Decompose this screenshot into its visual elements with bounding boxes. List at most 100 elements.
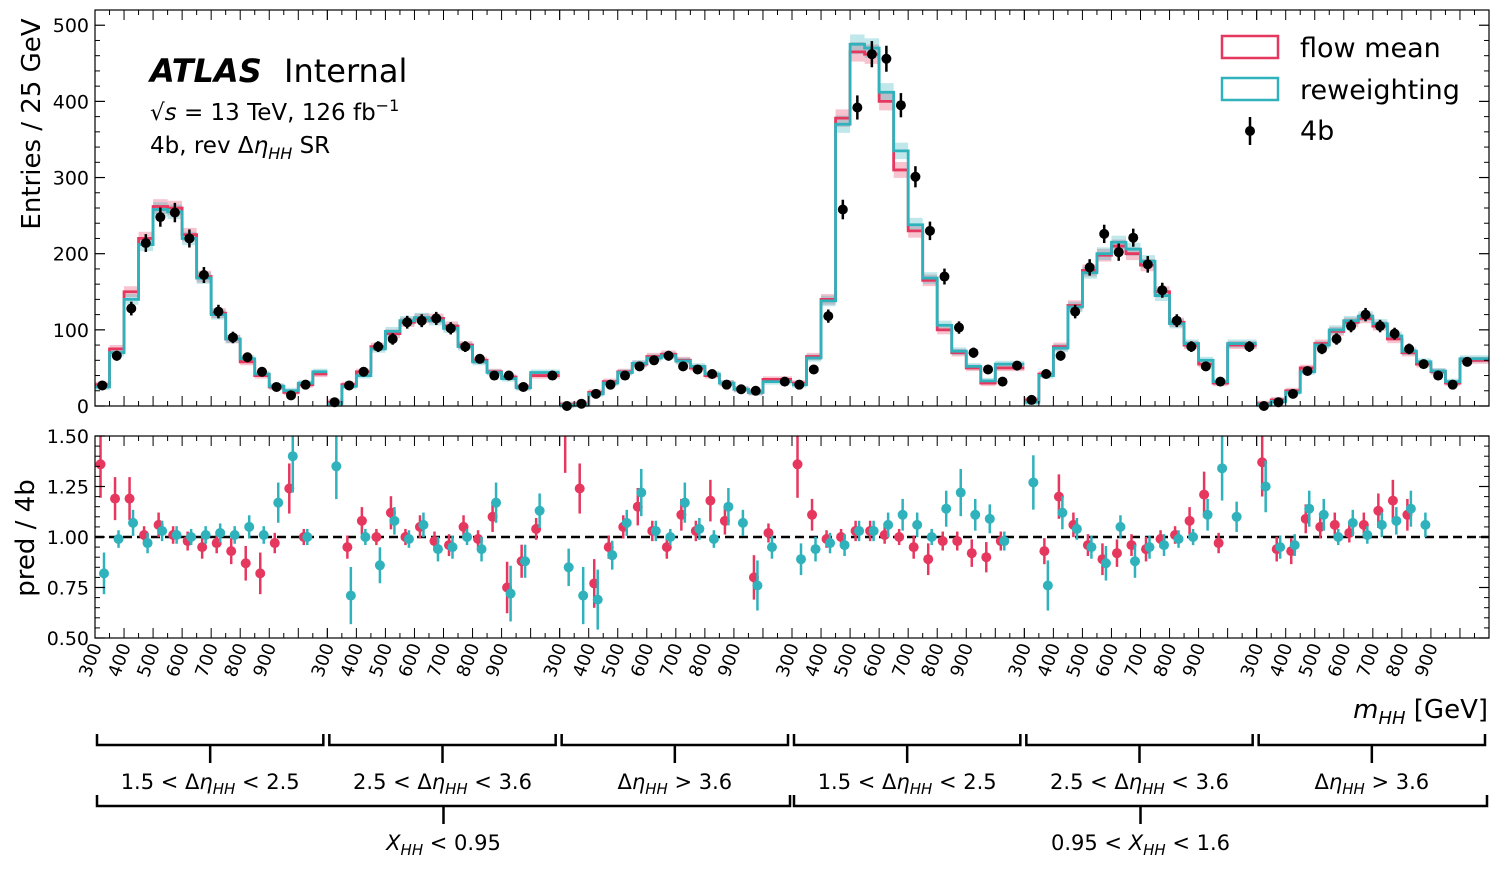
reweighting_ratio-point [752, 580, 763, 591]
data-4b-point [663, 350, 674, 361]
reweighting_ratio-point [491, 497, 502, 508]
data-4b-point [910, 171, 921, 182]
reweighting_ratio-point [1362, 529, 1373, 540]
data-4b-point [1447, 379, 1458, 390]
top-y-tick-label: 0 [77, 396, 89, 418]
data-4b-point [1331, 333, 1342, 344]
data-4b-point [155, 212, 166, 223]
x-tick-label: 900 [714, 641, 745, 680]
data-4b-point [823, 311, 834, 322]
x-tick-label: 700 [656, 641, 687, 680]
flow_mean_ratio-point [342, 542, 353, 553]
eta-bracket [95, 734, 325, 763]
data-4b-point [1404, 343, 1415, 354]
data-4b-point [503, 370, 514, 381]
top-y-tick-label: 300 [53, 168, 89, 190]
data-4b-point [242, 352, 253, 363]
reweighting_ratio-point [476, 544, 487, 555]
data-4b-point [1244, 341, 1255, 352]
flow_mean_ratio-point [1387, 495, 1398, 506]
eta-bracket-label: ΔηHH > 3.6 [618, 770, 733, 798]
xhh-bracket-label: 0.95 < XHH < 1.6 [1051, 831, 1230, 859]
data-4b-point [953, 322, 964, 333]
x-tick-label: 900 [946, 641, 977, 680]
ratio-panel: 0.50 0.75 1.00 1.25 1.50 [47, 426, 1490, 650]
eta-bracket-label: 1.5 < ΔηHH < 2.5 [121, 770, 300, 798]
reweighting_ratio-point [1144, 542, 1155, 553]
data-4b-point [837, 204, 848, 215]
reweighting_ratio-point [1173, 534, 1184, 545]
flow_mean_ratio-point [807, 509, 818, 520]
top-y-tick-label: 400 [53, 91, 89, 113]
reweighting_ratio-point [374, 560, 385, 571]
ratio-y-tick-label: 1.50 [47, 426, 89, 448]
reweighting_ratio-point [897, 509, 908, 520]
data-4b-point [1200, 361, 1211, 372]
data-4b-point [1026, 394, 1037, 405]
x-tick-label: 500 [598, 641, 629, 680]
x-tick-label: 700 [888, 641, 919, 680]
legend-label-flow-mean: flow mean [1300, 33, 1441, 64]
flow_mean_ratio-point [952, 536, 963, 547]
reweighting_ratio-point [1347, 517, 1358, 528]
flow_mean_ratio-point [894, 532, 905, 542]
data-4b-point [286, 390, 297, 401]
data-4b-point [1273, 397, 1284, 408]
category-brackets: 1.5 < ΔηHH < 2.5 2.5 < ΔηHH < 3.6 ΔηHH > 3… [95, 734, 1489, 859]
x-tick-label: 500 [366, 641, 397, 680]
ratio-y-tick-label: 1.00 [47, 527, 89, 549]
data-4b-point [1462, 356, 1473, 367]
data-4b-point [111, 350, 122, 361]
reweighting_ratio-point [157, 525, 168, 536]
flow_mean_ratio-point [937, 536, 948, 547]
reweighting_ratio-point [345, 590, 356, 601]
reweighting_ratio-point [418, 519, 429, 530]
eta-bracket [1025, 734, 1254, 763]
eta-bracket [560, 734, 790, 763]
data-4b-point [1041, 369, 1052, 380]
data-4b-point [126, 303, 137, 314]
data-4b-point [518, 381, 529, 392]
x-axis-title: mHH [GeV] [1353, 695, 1488, 729]
flow_mean_ratio-point [705, 495, 716, 506]
reweighting_ratio-point [447, 542, 458, 553]
reweighting_ratio-point [810, 544, 821, 555]
reweighting_ratio-point [1420, 519, 1431, 530]
xhh-bracket [792, 795, 1489, 824]
reweighting_ratio-point [999, 536, 1010, 547]
reweighting_ratio-point [432, 544, 443, 555]
reweighting_ratio-point [1304, 503, 1315, 514]
legend-swatch-reweighting [1220, 76, 1280, 102]
reweighting_ratio-point [723, 501, 734, 512]
data-4b-point [997, 376, 1008, 387]
data-4b-point [1360, 309, 1371, 320]
top-y-tick-label: 100 [53, 320, 89, 342]
data-4b-point [169, 207, 180, 218]
x-tick-label: 800 [685, 641, 716, 680]
legend-label-reweighting: reweighting [1300, 75, 1460, 106]
data-4b-point [213, 306, 224, 317]
flow_mean_ratio-point [124, 493, 135, 504]
flow_mean_ratio-point [908, 542, 919, 553]
flow_mean_ratio-point [226, 546, 237, 557]
data-4b-point [1389, 328, 1400, 339]
data-4b-point [1113, 247, 1124, 258]
data-4b-point [1433, 370, 1444, 381]
reweighting_ratio-point [1100, 558, 1111, 569]
reweighting_ratio-point [737, 517, 748, 528]
xhh-bracket [95, 795, 792, 824]
data-4b-point [416, 315, 427, 326]
flow_mean_ratio-point [1039, 546, 1050, 557]
reweighting_ratio-point [99, 568, 110, 579]
reweighting_ratio-point [1318, 509, 1329, 520]
data-4b-point [1317, 343, 1328, 354]
reweighting_ratio-point [970, 509, 981, 520]
x-tick-label: 400 [104, 641, 135, 680]
data-4b-point [227, 332, 238, 343]
data-4b-point [358, 366, 369, 377]
reweighting_ratio-point [215, 527, 226, 538]
reweighting_ratio-point [287, 451, 298, 462]
ratio-y-tick-label: 0.75 [47, 578, 89, 600]
reweighting_ratio-point [1188, 532, 1199, 542]
